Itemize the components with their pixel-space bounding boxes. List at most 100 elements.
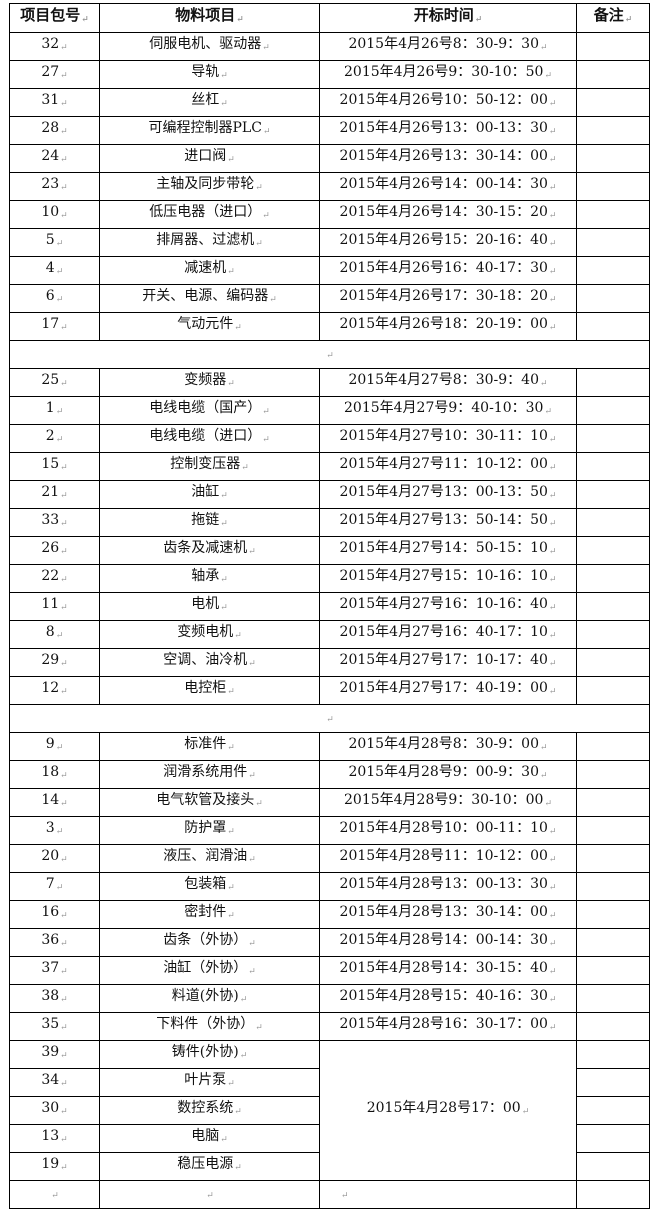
remarks-cell (576, 116, 650, 145)
bid-time-cell: 2015年4月26号10：50-12：00 (319, 88, 577, 117)
package-no-cell: 13 (9, 1124, 100, 1153)
bid-time-cell: 2015年4月28号10：00-11：10 (319, 816, 577, 845)
header-row: 项目包号 物料项目 开标时间 备注 (9, 3, 650, 33)
remarks-cell (576, 200, 650, 229)
bid-time-cell: 2015年4月26号13：00-13：30 (319, 116, 577, 145)
bid-time-cell: 2015年4月28号14：30-15：40 (319, 956, 577, 985)
material-item-cell: 密封件 (99, 900, 320, 929)
package-no-cell: 9 (9, 732, 100, 761)
package-no-cell: 33 (9, 508, 100, 537)
material-item-cell: 变频器 (99, 368, 320, 397)
table-row: 33拖链2015年4月27号13：50-14：50 (9, 508, 650, 537)
bid-time-cell: 2015年4月26号17：30-18：20 (319, 284, 577, 313)
empty-cell (319, 1180, 577, 1209)
package-no-cell: 25 (9, 368, 100, 397)
header-remarks: 备注 (576, 3, 650, 33)
remarks-cell (576, 396, 650, 425)
package-no-cell: 8 (9, 620, 100, 649)
material-item-cell: 料道(外协) (99, 984, 320, 1013)
material-item-cell: 气动元件 (99, 312, 320, 341)
table-row: 12电控柜2015年4月27号17：40-19：00 (9, 676, 650, 705)
package-no-cell: 17 (9, 312, 100, 341)
table-row: 27导轨2015年4月26号9：30-10：50 (9, 60, 650, 89)
remarks-cell (576, 312, 650, 341)
empty-cell (99, 1180, 320, 1209)
package-no-cell: 37 (9, 956, 100, 985)
bid-time-cell: 2015年4月28号14：00-14：30 (319, 928, 577, 957)
material-item-cell: 叶片泵 (99, 1068, 320, 1097)
material-item-cell: 铸件(外协) (99, 1040, 320, 1069)
table-row: 6开关、电源、编码器2015年4月26号17：30-18：20 (9, 284, 650, 313)
remarks-cell (576, 172, 650, 201)
bid-time-cell: 2015年4月26号14：30-15：20 (319, 200, 577, 229)
remarks-cell (576, 816, 650, 845)
material-item-cell: 油缸（外协） (99, 956, 320, 985)
header-package-no: 项目包号 (9, 3, 100, 33)
remarks-cell (576, 480, 650, 509)
material-item-cell: 防护罩 (99, 816, 320, 845)
remarks-cell (576, 620, 650, 649)
material-item-cell: 包装箱 (99, 872, 320, 901)
bid-time-cell: 2015年4月28号9：00-9：30 (319, 760, 577, 789)
material-item-cell: 排屑器、过滤机 (99, 228, 320, 257)
bid-time-cell: 2015年4月27号17：10-17：40 (319, 648, 577, 677)
material-item-cell: 下料件（外协） (99, 1012, 320, 1041)
package-no-cell: 10 (9, 200, 100, 229)
remarks-cell (576, 676, 650, 705)
bid-time-cell: 2015年4月26号13：30-14：00 (319, 144, 577, 173)
package-no-cell: 31 (9, 88, 100, 117)
table-row: 24进口阀2015年4月26号13：30-14：00 (9, 144, 650, 173)
package-no-cell: 21 (9, 480, 100, 509)
remarks-cell (576, 872, 650, 901)
material-item-cell: 齿条（外协） (99, 928, 320, 957)
material-item-cell: 伺服电机、驱动器 (99, 32, 320, 61)
remarks-cell (576, 60, 650, 89)
package-no-cell: 36 (9, 928, 100, 957)
bid-time-cell: 2015年4月28号11：10-12：00 (319, 844, 577, 873)
table-row: 17气动元件2015年4月26号18：20-19：00 (9, 312, 650, 341)
package-no-cell: 35 (9, 1012, 100, 1041)
package-no-cell: 24 (9, 144, 100, 173)
package-no-cell: 16 (9, 900, 100, 929)
bid-time-cell: 2015年4月28号15：40-16：30 (319, 984, 577, 1013)
table-row: 10低压电器（进口）2015年4月26号14：30-15：20 (9, 200, 650, 229)
material-item-cell: 稳压电源 (99, 1152, 320, 1181)
material-item-cell: 开关、电源、编码器 (99, 284, 320, 313)
package-no-cell: 20 (9, 844, 100, 873)
remarks-cell (576, 256, 650, 285)
remarks-cell (576, 1012, 650, 1041)
package-no-cell: 30 (9, 1096, 100, 1125)
package-no-cell: 2 (9, 424, 100, 453)
package-no-cell: 3 (9, 816, 100, 845)
package-no-cell: 18 (9, 760, 100, 789)
remarks-cell (576, 788, 650, 817)
material-item-cell: 进口阀 (99, 144, 320, 173)
table-row: 36齿条（外协）2015年4月28号14：00-14：30 (9, 928, 650, 957)
day-separator-row (9, 704, 650, 733)
empty-row (9, 1180, 650, 1209)
package-no-cell: 28 (9, 116, 100, 145)
separator-cell (9, 340, 650, 369)
bid-time-cell: 2015年4月27号16：10-16：40 (319, 592, 577, 621)
bid-time-cell: 2015年4月27号13：50-14：50 (319, 508, 577, 537)
material-item-cell: 电线电缆（进口） (99, 424, 320, 453)
material-item-cell: 电脑 (99, 1124, 320, 1153)
table-row: 11电机2015年4月27号16：10-16：40 (9, 592, 650, 621)
remarks-cell (576, 928, 650, 957)
material-item-cell: 主轴及同步带轮 (99, 172, 320, 201)
table-row: 38料道(外协)2015年4月28号15：40-16：30 (9, 984, 650, 1013)
material-item-cell: 数控系统 (99, 1096, 320, 1125)
bid-time-cell: 2015年4月27号15：10-16：10 (319, 564, 577, 593)
package-no-cell: 26 (9, 536, 100, 565)
material-item-cell: 轴承 (99, 564, 320, 593)
material-item-cell: 控制变压器 (99, 452, 320, 481)
table-row: 16密封件2015年4月28号13：30-14：00 (9, 900, 650, 929)
material-item-cell: 低压电器（进口） (99, 200, 320, 229)
remarks-cell (576, 956, 650, 985)
package-no-cell: 5 (9, 228, 100, 257)
package-no-cell: 32 (9, 32, 100, 61)
package-no-cell: 34 (9, 1068, 100, 1097)
bid-time-cell: 2015年4月26号8：30-9：30 (319, 32, 577, 61)
package-no-cell: 39 (9, 1040, 100, 1069)
remarks-cell (576, 732, 650, 761)
